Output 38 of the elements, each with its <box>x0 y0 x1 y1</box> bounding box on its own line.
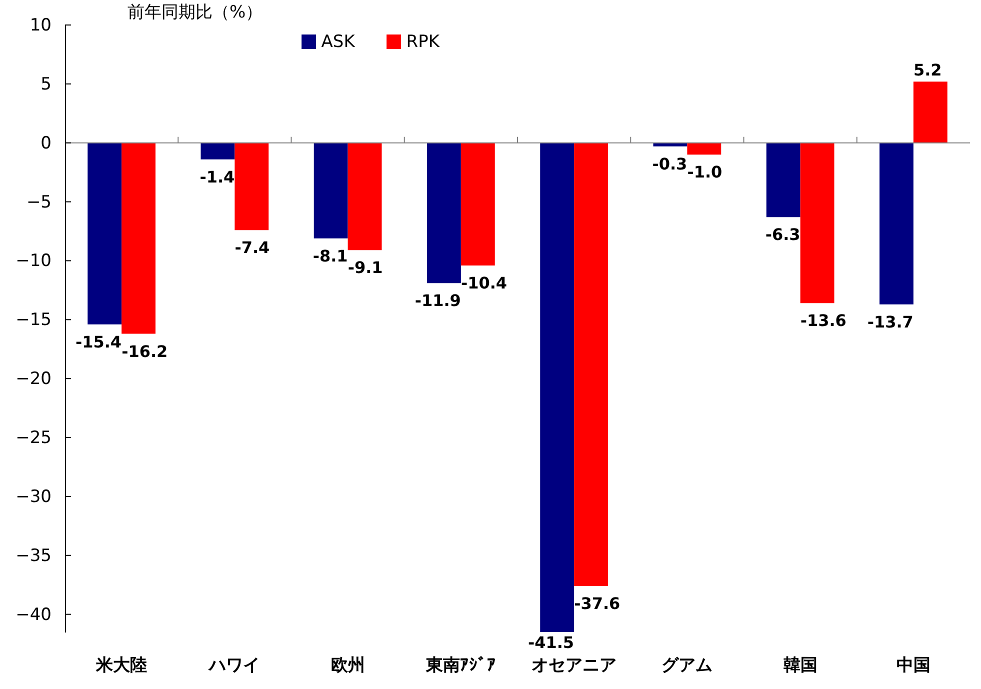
data-label: -7.4 <box>234 238 270 258</box>
y-tick-label: 10 <box>30 16 52 36</box>
legend-label: ASK <box>321 32 356 52</box>
data-label: -11.9 <box>414 291 461 310</box>
y-tick-label: 5 <box>40 74 52 94</box>
x-tick-label: 米大陸 <box>95 656 148 676</box>
y-tick-label: −5 <box>26 192 52 212</box>
data-label: -16.2 <box>122 342 168 361</box>
data-label: -6.3 <box>765 225 800 244</box>
legend-label: RPK <box>406 32 440 52</box>
data-label: -0.3 <box>652 154 688 174</box>
y-tick-label: −30 <box>16 486 52 507</box>
data-label: -13.6 <box>800 311 846 330</box>
data-label: -1.4 <box>200 167 235 186</box>
data-label: -13.7 <box>867 312 914 332</box>
data-label: -41.5 <box>528 633 574 652</box>
x-tick-label: 東南ｱｼﾞｱ <box>424 656 496 676</box>
x-tick-label: 韓国 <box>783 656 818 676</box>
data-label: -15.4 <box>75 332 122 352</box>
data-label: -37.6 <box>574 594 620 614</box>
y-tick-label: −20 <box>16 369 52 390</box>
y-tick-label: 0 <box>40 133 52 154</box>
data-label: -9.1 <box>348 258 383 278</box>
data-label: -10.4 <box>460 273 508 292</box>
x-tick-label: ハワイ <box>207 656 260 676</box>
data-label: 5.2 <box>913 60 942 80</box>
data-label: -8.1 <box>312 246 348 266</box>
y-axis-title: 前年同期比（%） <box>128 2 263 22</box>
y-tick-label: −35 <box>16 546 52 566</box>
y-tick-label: −25 <box>16 428 52 448</box>
data-label: -1.0 <box>687 162 722 182</box>
x-tick-label: 欧州 <box>330 656 365 676</box>
x-tick-label: グアム <box>662 656 713 676</box>
x-tick-label: オセアニア <box>532 656 617 676</box>
y-tick-label: −15 <box>16 310 52 330</box>
y-tick-label: −40 <box>16 604 52 625</box>
y-tick-label: −10 <box>16 251 52 272</box>
x-tick-label: 中国 <box>896 656 930 676</box>
